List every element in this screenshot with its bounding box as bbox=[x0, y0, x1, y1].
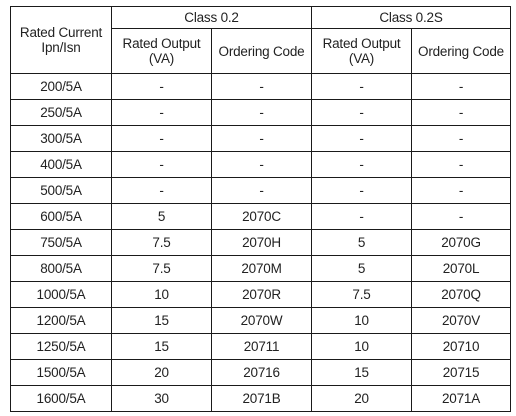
cell-class-0-2-rated-output: 15 bbox=[111, 333, 212, 360]
cell-rated-current: 300/5A bbox=[10, 125, 112, 152]
cell-rated-current: 500/5A bbox=[10, 177, 112, 204]
cell-rated-current: 1500/5A bbox=[10, 359, 112, 386]
table-header: Rated Current Ipn/Isn Class 0.2 Class 0.… bbox=[10, 6, 512, 74]
table-row: 750/5A 7.5 2070H 5 2070G bbox=[10, 229, 512, 256]
header-ordering-code-class-0-2s: Ordering Code bbox=[411, 28, 512, 74]
cell-class-0-2-ordering-code: - bbox=[210, 151, 313, 178]
cell-class-0-2s-ordering-code: - bbox=[411, 151, 512, 178]
cell-class-0-2s-ordering-code: 2070V bbox=[411, 307, 512, 334]
header-rated-output-line2: (VA) bbox=[348, 51, 375, 66]
cell-class-0-2s-rated-output: - bbox=[311, 99, 413, 126]
table-row: 500/5A - - - - bbox=[10, 177, 512, 204]
cell-class-0-2s-ordering-code: 2070Q bbox=[411, 281, 512, 308]
cell-class-0-2s-ordering-code: - bbox=[411, 125, 512, 152]
ordering-table: Rated Current Ipn/Isn Class 0.2 Class 0.… bbox=[10, 6, 512, 412]
cell-class-0-2-rated-output: 15 bbox=[111, 307, 212, 334]
cell-rated-current: 400/5A bbox=[10, 151, 112, 178]
table-row: 300/5A - - - - bbox=[10, 125, 512, 152]
table-row: 1600/5A 30 2071B 20 2071A bbox=[10, 385, 512, 412]
cell-class-0-2-rated-output: - bbox=[111, 177, 212, 204]
cell-class-0-2s-ordering-code: - bbox=[411, 99, 512, 126]
header-rated-current-line2: Ipn/Isn bbox=[41, 40, 81, 55]
table-row: 1000/5A 10 2070R 7.5 2070Q bbox=[10, 281, 512, 308]
cell-class-0-2s-rated-output: 15 bbox=[311, 359, 413, 386]
cell-class-0-2-rated-output: 20 bbox=[111, 359, 212, 386]
cell-class-0-2-ordering-code: 2070W bbox=[210, 307, 313, 334]
table-row: 1200/5A 15 2070W 10 2070V bbox=[10, 307, 512, 334]
header-rated-output-class-0-2s: Rated Output (VA) bbox=[311, 28, 413, 74]
table-row: 250/5A - - - - bbox=[10, 99, 512, 126]
cell-class-0-2-ordering-code: - bbox=[210, 99, 313, 126]
cell-class-0-2s-rated-output: - bbox=[311, 125, 413, 152]
table-row: 600/5A 5 2070C - - bbox=[10, 203, 512, 230]
cell-rated-current: 200/5A bbox=[10, 73, 112, 100]
header-rated-current: Rated Current Ipn/Isn bbox=[10, 6, 112, 74]
table-body: 200/5A - - - - 250/5A - - - - 300/5A - -… bbox=[10, 73, 512, 412]
cell-class-0-2-rated-output: - bbox=[111, 125, 212, 152]
cell-rated-current: 250/5A bbox=[10, 99, 112, 126]
cell-class-0-2s-rated-output: 10 bbox=[311, 333, 413, 360]
cell-class-0-2s-ordering-code: - bbox=[411, 177, 512, 204]
cell-class-0-2-ordering-code: 20711 bbox=[210, 333, 313, 360]
cell-class-0-2-rated-output: 10 bbox=[111, 281, 212, 308]
cell-rated-current: 750/5A bbox=[10, 229, 112, 256]
cell-class-0-2-rated-output: - bbox=[111, 99, 212, 126]
cell-class-0-2s-rated-output: - bbox=[311, 177, 413, 204]
header-row-group: Rated Current Ipn/Isn Class 0.2 Class 0.… bbox=[10, 6, 512, 74]
table-row: 1250/5A 15 20711 10 20710 bbox=[10, 333, 512, 360]
cell-class-0-2s-rated-output: - bbox=[311, 203, 413, 230]
cell-class-0-2s-ordering-code: - bbox=[411, 73, 512, 100]
cell-class-0-2-ordering-code: 2070M bbox=[210, 255, 313, 282]
cell-class-0-2-ordering-code: - bbox=[210, 73, 313, 100]
cell-class-0-2-rated-output: 7.5 bbox=[111, 255, 212, 282]
cell-class-0-2-ordering-code: 20716 bbox=[210, 359, 313, 386]
cell-class-0-2-ordering-code: 2070R bbox=[210, 281, 313, 308]
cell-class-0-2s-rated-output: 5 bbox=[311, 229, 413, 256]
cell-class-0-2s-ordering-code: 20715 bbox=[411, 359, 512, 386]
cell-rated-current: 1200/5A bbox=[10, 307, 112, 334]
cell-class-0-2-ordering-code: 2070C bbox=[210, 203, 313, 230]
header-rated-output-line1: Rated Output bbox=[322, 36, 401, 51]
cell-class-0-2s-ordering-code: 2070G bbox=[411, 229, 512, 256]
header-rated-output-line1: Rated Output bbox=[122, 36, 201, 51]
header-rated-output-class-0-2: Rated Output (VA) bbox=[111, 28, 212, 74]
cell-class-0-2-rated-output: 7.5 bbox=[111, 229, 212, 256]
cell-class-0-2s-ordering-code: - bbox=[411, 203, 512, 230]
cell-rated-current: 1000/5A bbox=[10, 281, 112, 308]
cell-rated-current: 1600/5A bbox=[10, 385, 112, 412]
cell-class-0-2s-rated-output: - bbox=[311, 151, 413, 178]
cell-rated-current: 800/5A bbox=[10, 255, 112, 282]
cell-class-0-2-ordering-code: - bbox=[210, 125, 313, 152]
header-rated-output-line2: (VA) bbox=[148, 51, 175, 66]
cell-class-0-2s-rated-output: 20 bbox=[311, 385, 413, 412]
header-class-0-2s: Class 0.2S bbox=[311, 6, 512, 29]
cell-class-0-2-rated-output: 30 bbox=[111, 385, 212, 412]
cell-rated-current: 600/5A bbox=[10, 203, 112, 230]
table-row: 1500/5A 20 20716 15 20715 bbox=[10, 359, 512, 386]
cell-class-0-2-ordering-code: - bbox=[210, 177, 313, 204]
table-row: 200/5A - - - - bbox=[10, 73, 512, 100]
table-row: 800/5A 7.5 2070M 5 2070L bbox=[10, 255, 512, 282]
cell-class-0-2s-rated-output: - bbox=[311, 73, 413, 100]
cell-class-0-2s-ordering-code: 2071A bbox=[411, 385, 512, 412]
cell-class-0-2s-rated-output: 10 bbox=[311, 307, 413, 334]
header-class-0-2: Class 0.2 bbox=[110, 6, 313, 29]
cell-class-0-2-rated-output: - bbox=[111, 73, 212, 100]
header-row-sub: Rated Output (VA) Ordering Code Rated Ou… bbox=[11, 28, 512, 74]
header-rated-current-line1: Rated Current bbox=[19, 25, 103, 40]
cell-class-0-2s-ordering-code: 20710 bbox=[411, 333, 512, 360]
cell-class-0-2-rated-output: 5 bbox=[111, 203, 212, 230]
table-row: 400/5A - - - - bbox=[10, 151, 512, 178]
header-ordering-code-class-0-2: Ordering Code bbox=[210, 28, 313, 74]
cell-class-0-2-rated-output: - bbox=[111, 151, 212, 178]
cell-rated-current: 1250/5A bbox=[10, 333, 112, 360]
cell-class-0-2s-rated-output: 7.5 bbox=[311, 281, 413, 308]
cell-class-0-2-ordering-code: 2071B bbox=[210, 385, 313, 412]
cell-class-0-2-ordering-code: 2070H bbox=[210, 229, 313, 256]
cell-class-0-2s-rated-output: 5 bbox=[311, 255, 413, 282]
cell-class-0-2s-ordering-code: 2070L bbox=[411, 255, 512, 282]
